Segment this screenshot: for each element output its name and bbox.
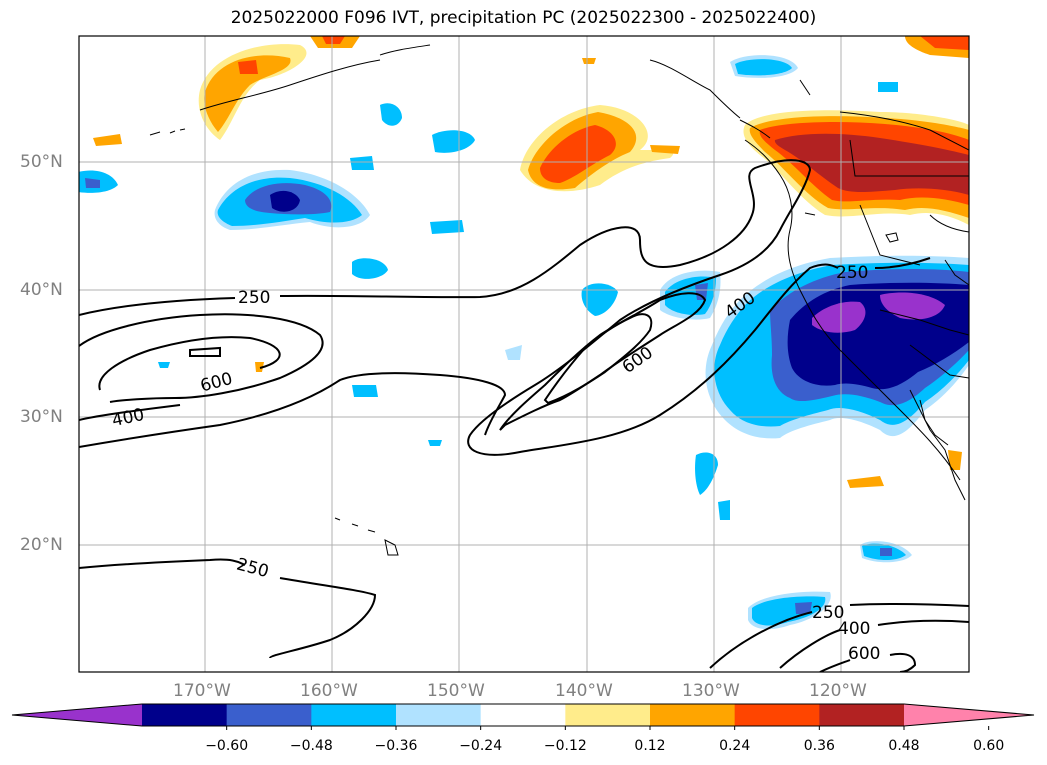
colorbar-tick-label: 0.60: [973, 738, 1004, 754]
contour-label: 250: [238, 288, 270, 308]
lat-label: 50°N: [20, 152, 63, 172]
colorbar: −0.60 −0.48 −0.36 −0.24 −0.12 0.12 0.24 0.36 0.4…: [11, 703, 1035, 754]
colorbar-segment: [650, 704, 736, 726]
colorbar-segment: [396, 704, 482, 726]
lon-label: 120°W: [809, 681, 867, 701]
colorbar-segment: [311, 704, 397, 726]
lat-label: 30°N: [20, 407, 63, 427]
colorbar-tick-label: 0.36: [804, 738, 835, 754]
coastlines: [149, 44, 969, 556]
colorbar-tick-label: −0.48: [290, 738, 333, 754]
lon-label: 130°W: [682, 681, 740, 701]
lon-label: 140°W: [555, 681, 613, 701]
lon-label: 170°W: [173, 681, 231, 701]
colorbar-segment: [142, 704, 228, 726]
colorbar-tick-label: 0.48: [888, 738, 919, 754]
lat-label: 20°N: [20, 535, 63, 555]
colorbar-tick-label: 0.12: [634, 738, 665, 754]
contour-label: 400: [838, 619, 870, 639]
contour-label: 250: [812, 603, 844, 623]
map-title: 2025022000 F096 IVT, precipitation PC (2…: [230, 8, 817, 28]
colorbar-outline: [11, 703, 1035, 727]
colorbar-segment: [480, 704, 566, 726]
contour-label: 600: [848, 644, 880, 664]
colorbar-extend-low: [12, 704, 142, 726]
colorbar-segment: [819, 704, 905, 726]
colorbar-tick-label: 0.24: [719, 738, 750, 754]
colorbar-segment: [226, 704, 312, 726]
lon-label: 150°W: [427, 681, 485, 701]
lat-label: 40°N: [20, 280, 63, 300]
colorbar-tick-label: −0.60: [205, 738, 248, 754]
ivt-contours: [79, 159, 969, 672]
lon-label: 160°W: [300, 681, 358, 701]
colorbar-extend-high: [904, 704, 1034, 726]
map-border: [78, 35, 970, 673]
colorbar-tick-label: −0.36: [375, 738, 418, 754]
colorbar-segment: [565, 704, 651, 726]
graticule: [79, 36, 969, 672]
colorbar-tick-label: −0.12: [544, 738, 587, 754]
contour-label: 250: [836, 263, 868, 283]
colorbar-tick-label: −0.24: [459, 738, 502, 754]
colorbar-segment: [734, 704, 820, 726]
